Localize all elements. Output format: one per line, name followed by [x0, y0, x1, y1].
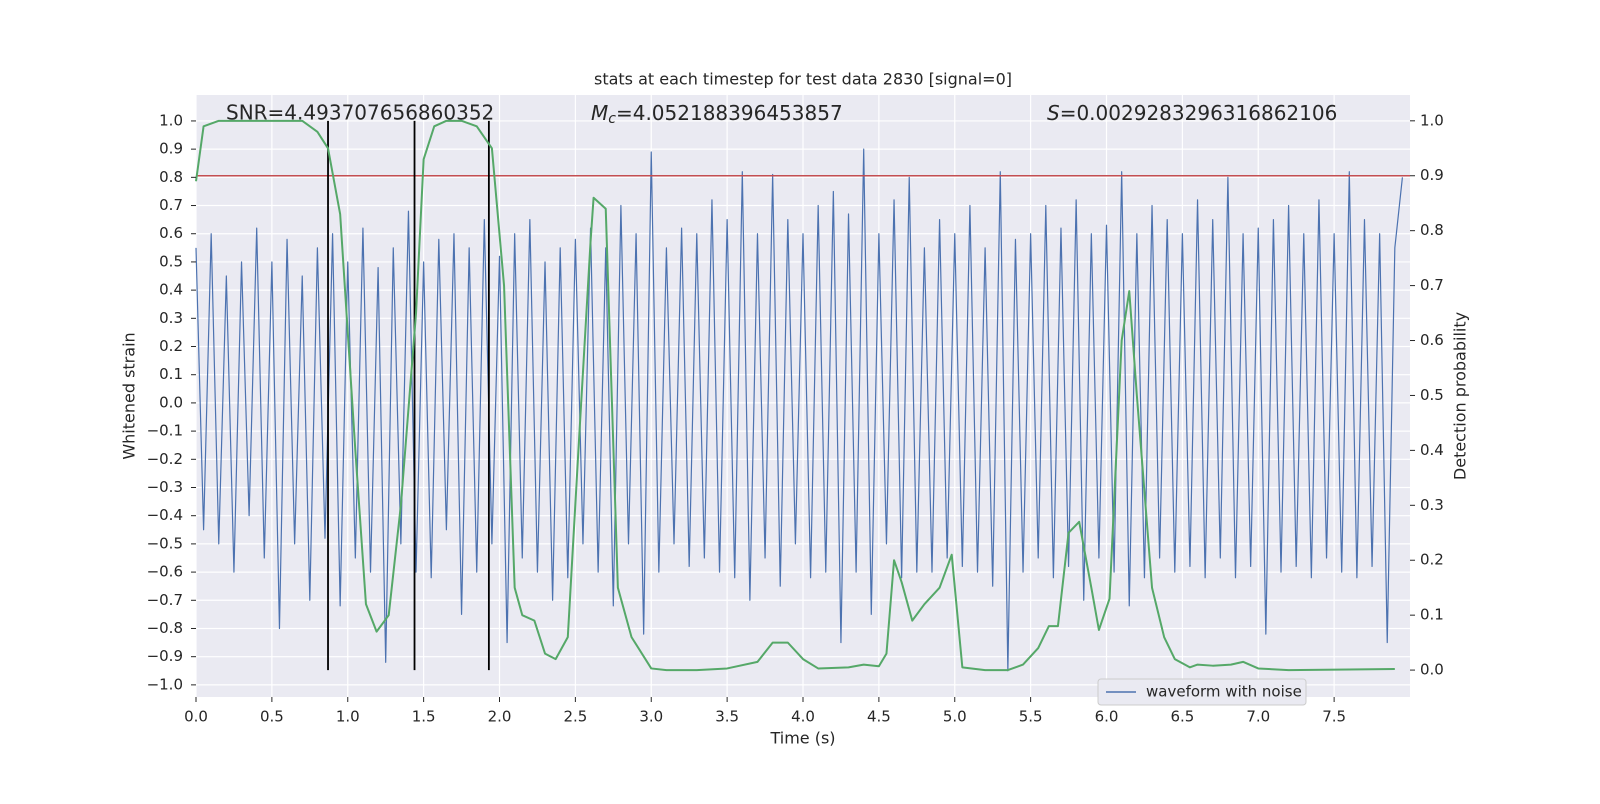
line-series [195, 148, 1404, 672]
annotation-subscript: c [608, 111, 616, 127]
chart-title: stats at each timestep for test data 283… [594, 70, 1012, 89]
y2-tick-label: 0.2 [1420, 551, 1444, 569]
legend-box [1097, 678, 1307, 706]
y-tick-label: −1.0 [147, 675, 183, 693]
x-tick-label: 0.0 [184, 708, 208, 726]
y2-tick-label: 0.3 [1420, 496, 1444, 514]
y-tick-label: −0.9 [147, 647, 183, 665]
y-tick-label: 0.0 [159, 393, 183, 411]
y-tick-label: −0.3 [147, 478, 183, 496]
annotation: SNR=4.493707656860352 [226, 101, 494, 125]
x-tick-label: 2.5 [563, 708, 587, 726]
x-tick-label: 1.0 [336, 708, 360, 726]
y2-tick-label: 0.9 [1420, 166, 1444, 184]
y-tick-label: −0.1 [147, 422, 183, 440]
annotation-symbol: S [1047, 101, 1060, 125]
y2-tick-label: 1.0 [1420, 111, 1444, 129]
y2-tick-label: 0.4 [1420, 441, 1444, 459]
x-tick-label: 3.5 [715, 708, 739, 726]
x-tick-label: 4.5 [867, 708, 891, 726]
y-tick-label: 0.6 [159, 224, 183, 242]
x-tick-label: 3.0 [639, 708, 663, 726]
y2-tick-label: 0.0 [1420, 661, 1444, 679]
y-tick-label: 0.9 [159, 140, 183, 158]
x-tick-label: 0.5 [260, 708, 284, 726]
y2-tick-label: 0.7 [1420, 276, 1444, 294]
y-tick-label: −0.7 [147, 591, 183, 609]
legend: waveform with noise [1097, 678, 1307, 706]
x-tick-label: 2.0 [488, 708, 512, 726]
y-tick-label: 0.1 [159, 365, 183, 383]
y-tick-label: 1.0 [159, 111, 183, 129]
y-tick-label: 0.2 [159, 337, 183, 355]
annotation-text: =4.052188396453857 [616, 101, 843, 125]
x-tick-label: 4.0 [791, 708, 815, 726]
y2-tick-label: 0.5 [1420, 386, 1444, 404]
line-series [195, 119, 1395, 672]
x-tick-label: 6.0 [1095, 708, 1119, 726]
y-tick-label: −0.2 [147, 450, 183, 468]
y2-tick-label: 0.6 [1420, 331, 1444, 349]
annotation: Mc=4.052188396453857 [591, 101, 843, 128]
x-tick-label: 5.0 [943, 708, 967, 726]
y-tick-label: −0.8 [147, 619, 183, 637]
y2-tick-label: 0.8 [1420, 221, 1444, 239]
x-axis-label: Time (s) [769, 729, 835, 748]
y-tick-label: −0.4 [147, 506, 183, 524]
y-tick-label: −0.5 [147, 534, 183, 552]
x-tick-label: 7.5 [1322, 708, 1346, 726]
annotation-text: =0.0029283296316862106 [1060, 101, 1338, 125]
annotation: S=0.0029283296316862106 [1047, 101, 1337, 125]
y-tick-label: 0.5 [159, 252, 183, 270]
x-tick-label: 6.5 [1170, 708, 1194, 726]
x-tick-label: 1.5 [412, 708, 436, 726]
y-tick-label: 0.8 [159, 168, 183, 186]
y2-axis-label: Detection probability [1451, 312, 1470, 480]
y-tick-label: 0.3 [159, 309, 183, 327]
x-tick-label: 5.5 [1019, 708, 1043, 726]
y-axis-label: Whitened strain [120, 332, 139, 459]
y-tick-label: 0.7 [159, 196, 183, 214]
y2-tick-label: 0.1 [1420, 606, 1444, 624]
y-tick-label: 0.4 [159, 281, 183, 299]
x-tick-label: 7.0 [1246, 708, 1270, 726]
legend-label: waveform with noise [1146, 683, 1302, 701]
y-tick-label: −0.6 [147, 563, 183, 581]
annotation-symbol: M [591, 101, 608, 125]
